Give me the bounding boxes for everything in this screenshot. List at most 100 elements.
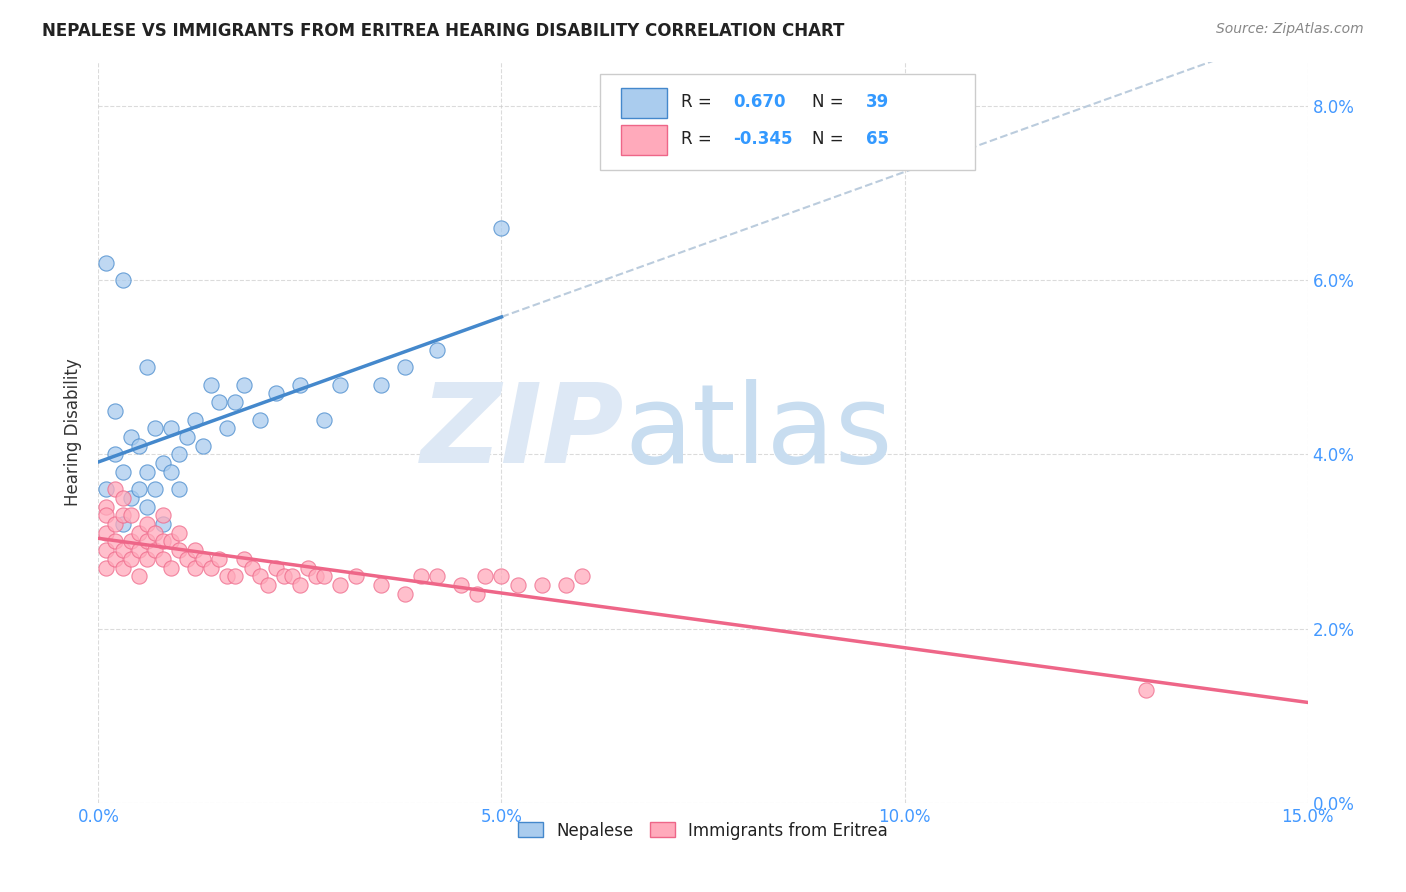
Point xyxy=(264,386,287,401)
Point xyxy=(184,412,207,426)
Point xyxy=(111,491,134,505)
Point xyxy=(249,412,271,426)
Point xyxy=(217,421,239,435)
Point xyxy=(200,377,222,392)
Point xyxy=(176,552,198,566)
Point xyxy=(143,543,166,558)
Text: R =: R = xyxy=(682,130,711,148)
Point xyxy=(506,578,529,592)
Point xyxy=(167,525,190,540)
Point xyxy=(135,360,157,375)
Point xyxy=(135,552,157,566)
Point xyxy=(305,569,328,583)
Point xyxy=(135,500,157,514)
Point xyxy=(103,447,125,461)
Point xyxy=(465,587,488,601)
Point xyxy=(111,560,134,574)
Point xyxy=(103,482,125,496)
Point xyxy=(184,560,207,574)
Point xyxy=(160,534,183,549)
Point xyxy=(491,221,513,235)
Point xyxy=(232,552,254,566)
Text: Source: ZipAtlas.com: Source: ZipAtlas.com xyxy=(1216,22,1364,37)
Point xyxy=(474,569,496,583)
Point xyxy=(120,534,142,549)
Point xyxy=(426,343,449,357)
Point xyxy=(111,465,134,479)
Point xyxy=(176,430,198,444)
Point xyxy=(409,569,432,583)
Point xyxy=(555,578,578,592)
Point xyxy=(491,569,513,583)
Point xyxy=(370,578,392,592)
Text: 0.670: 0.670 xyxy=(734,94,786,112)
Legend: Nepalese, Immigrants from Eritrea: Nepalese, Immigrants from Eritrea xyxy=(512,815,894,847)
Point xyxy=(167,482,190,496)
Point xyxy=(217,569,239,583)
Point xyxy=(288,578,311,592)
Point xyxy=(571,569,593,583)
Point xyxy=(160,421,183,435)
Point xyxy=(224,395,246,409)
Point xyxy=(167,543,190,558)
Point xyxy=(193,439,215,453)
Point xyxy=(208,395,231,409)
Text: -0.345: -0.345 xyxy=(734,130,793,148)
Point xyxy=(160,465,183,479)
Point xyxy=(200,560,222,574)
Point xyxy=(103,517,125,532)
Point xyxy=(143,482,166,496)
Point xyxy=(426,569,449,583)
Point xyxy=(103,552,125,566)
Text: 65: 65 xyxy=(866,130,889,148)
Point xyxy=(273,569,295,583)
Point xyxy=(314,412,336,426)
Point xyxy=(96,256,118,270)
Point xyxy=(224,569,246,583)
Point xyxy=(394,587,416,601)
Point xyxy=(249,569,271,583)
Point xyxy=(281,569,304,583)
Point xyxy=(208,552,231,566)
Point xyxy=(193,552,215,566)
Point xyxy=(103,404,125,418)
Text: R =: R = xyxy=(682,94,711,112)
Point xyxy=(128,525,150,540)
Point xyxy=(450,578,472,592)
Point xyxy=(143,525,166,540)
Point xyxy=(135,465,157,479)
FancyBboxPatch shape xyxy=(621,126,666,155)
Point xyxy=(111,517,134,532)
Point xyxy=(344,569,367,583)
Point xyxy=(167,447,190,461)
Point xyxy=(111,508,134,523)
Point xyxy=(152,456,174,470)
Point xyxy=(288,377,311,392)
Point xyxy=(96,560,118,574)
Point xyxy=(152,552,174,566)
Point xyxy=(120,491,142,505)
Text: N =: N = xyxy=(811,130,844,148)
Point xyxy=(111,543,134,558)
Point xyxy=(128,569,150,583)
Point xyxy=(1135,682,1157,697)
Point xyxy=(184,543,207,558)
Point xyxy=(256,578,278,592)
Point xyxy=(103,534,125,549)
Point xyxy=(143,421,166,435)
FancyBboxPatch shape xyxy=(621,88,666,118)
Point xyxy=(128,439,150,453)
FancyBboxPatch shape xyxy=(600,73,976,169)
Text: ZIP: ZIP xyxy=(420,379,624,486)
Point xyxy=(120,508,142,523)
Point xyxy=(370,377,392,392)
Point xyxy=(120,430,142,444)
Point xyxy=(232,377,254,392)
Text: N =: N = xyxy=(811,94,844,112)
Point xyxy=(152,508,174,523)
Point xyxy=(297,560,319,574)
Point xyxy=(135,534,157,549)
Point xyxy=(96,525,118,540)
Point xyxy=(96,543,118,558)
Point xyxy=(329,578,352,592)
